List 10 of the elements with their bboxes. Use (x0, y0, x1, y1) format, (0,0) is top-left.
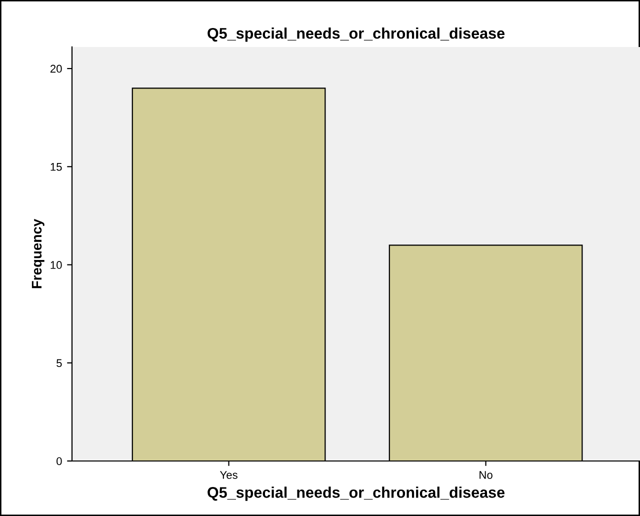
y-tick-label: 5 (56, 359, 62, 368)
y-tick-label: 10 (50, 261, 62, 269)
y-tick-label: 0 (56, 457, 62, 466)
y-tick-label: 15 (50, 163, 62, 171)
x-tick-label: No (480, 471, 492, 479)
y-tick-label: 20 (50, 64, 62, 73)
y-axis-title: Frequency (32, 218, 44, 288)
x-axis-title: Q5_special_needs_or_chronical_disease (208, 486, 505, 501)
x-tick-label: Yes (220, 471, 238, 479)
chart-title: Q5_special_needs_or_chronical_disease (208, 28, 505, 42)
